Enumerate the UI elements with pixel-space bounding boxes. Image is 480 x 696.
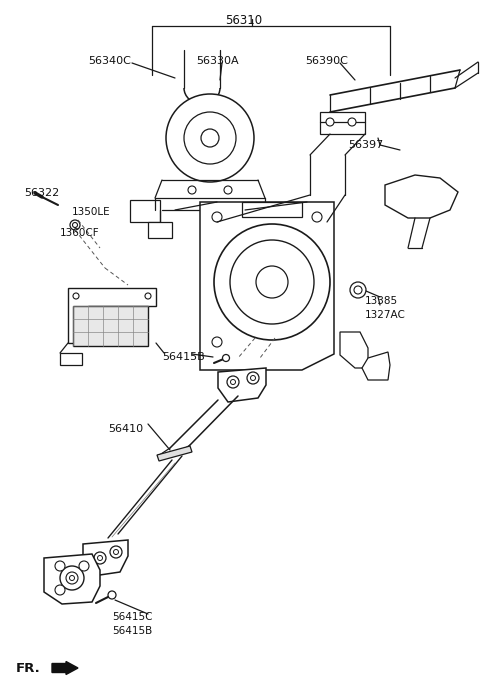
Text: 56322: 56322 (24, 188, 59, 198)
Polygon shape (44, 554, 100, 604)
Polygon shape (218, 368, 266, 402)
Text: 56330A: 56330A (196, 56, 239, 66)
Text: 1350LE: 1350LE (72, 207, 110, 217)
Circle shape (251, 376, 255, 381)
Circle shape (55, 585, 65, 595)
Circle shape (247, 372, 259, 384)
Circle shape (223, 354, 229, 361)
Circle shape (224, 186, 232, 194)
Text: 1360CF: 1360CF (60, 228, 100, 238)
Polygon shape (83, 540, 128, 576)
Text: 13385: 13385 (365, 296, 398, 306)
Circle shape (79, 561, 89, 571)
Circle shape (94, 552, 106, 564)
Circle shape (97, 555, 103, 560)
Polygon shape (340, 332, 368, 368)
Bar (320, 112, 365, 134)
Circle shape (70, 576, 74, 580)
Circle shape (230, 240, 314, 324)
Bar (60, 353, 82, 365)
Text: 56410: 56410 (108, 424, 143, 434)
Text: 1327AC: 1327AC (365, 310, 406, 320)
Circle shape (350, 282, 366, 298)
Circle shape (188, 186, 196, 194)
Bar (148, 222, 172, 238)
Circle shape (72, 223, 77, 228)
Circle shape (230, 379, 236, 384)
Circle shape (312, 212, 322, 222)
Circle shape (108, 591, 116, 599)
Circle shape (110, 546, 122, 558)
Polygon shape (68, 288, 156, 343)
Text: FR.: FR. (16, 662, 41, 675)
Circle shape (55, 561, 65, 571)
Circle shape (70, 220, 80, 230)
Polygon shape (157, 446, 192, 461)
Circle shape (348, 118, 356, 126)
Text: 56415B: 56415B (112, 626, 152, 636)
Circle shape (354, 286, 362, 294)
Text: 56340C: 56340C (88, 56, 131, 66)
Bar (242, 202, 302, 217)
Text: 56397: 56397 (348, 140, 383, 150)
Circle shape (145, 293, 151, 299)
Text: 56390C: 56390C (305, 56, 348, 66)
Circle shape (201, 129, 219, 147)
Text: 56415C: 56415C (112, 612, 153, 622)
Bar (130, 200, 160, 222)
Polygon shape (362, 352, 390, 380)
Circle shape (166, 94, 254, 182)
Circle shape (212, 337, 222, 347)
Circle shape (214, 224, 330, 340)
Circle shape (184, 112, 236, 164)
Circle shape (113, 550, 119, 555)
FancyArrow shape (52, 661, 78, 674)
Circle shape (212, 212, 222, 222)
Polygon shape (385, 175, 458, 218)
Bar (73, 306, 148, 346)
Circle shape (256, 266, 288, 298)
Polygon shape (200, 202, 334, 370)
Circle shape (60, 566, 84, 590)
Text: 56310: 56310 (225, 14, 262, 27)
Circle shape (326, 118, 334, 126)
Circle shape (73, 293, 79, 299)
Circle shape (227, 376, 239, 388)
Circle shape (66, 572, 78, 584)
Text: 56415B: 56415B (162, 352, 205, 362)
